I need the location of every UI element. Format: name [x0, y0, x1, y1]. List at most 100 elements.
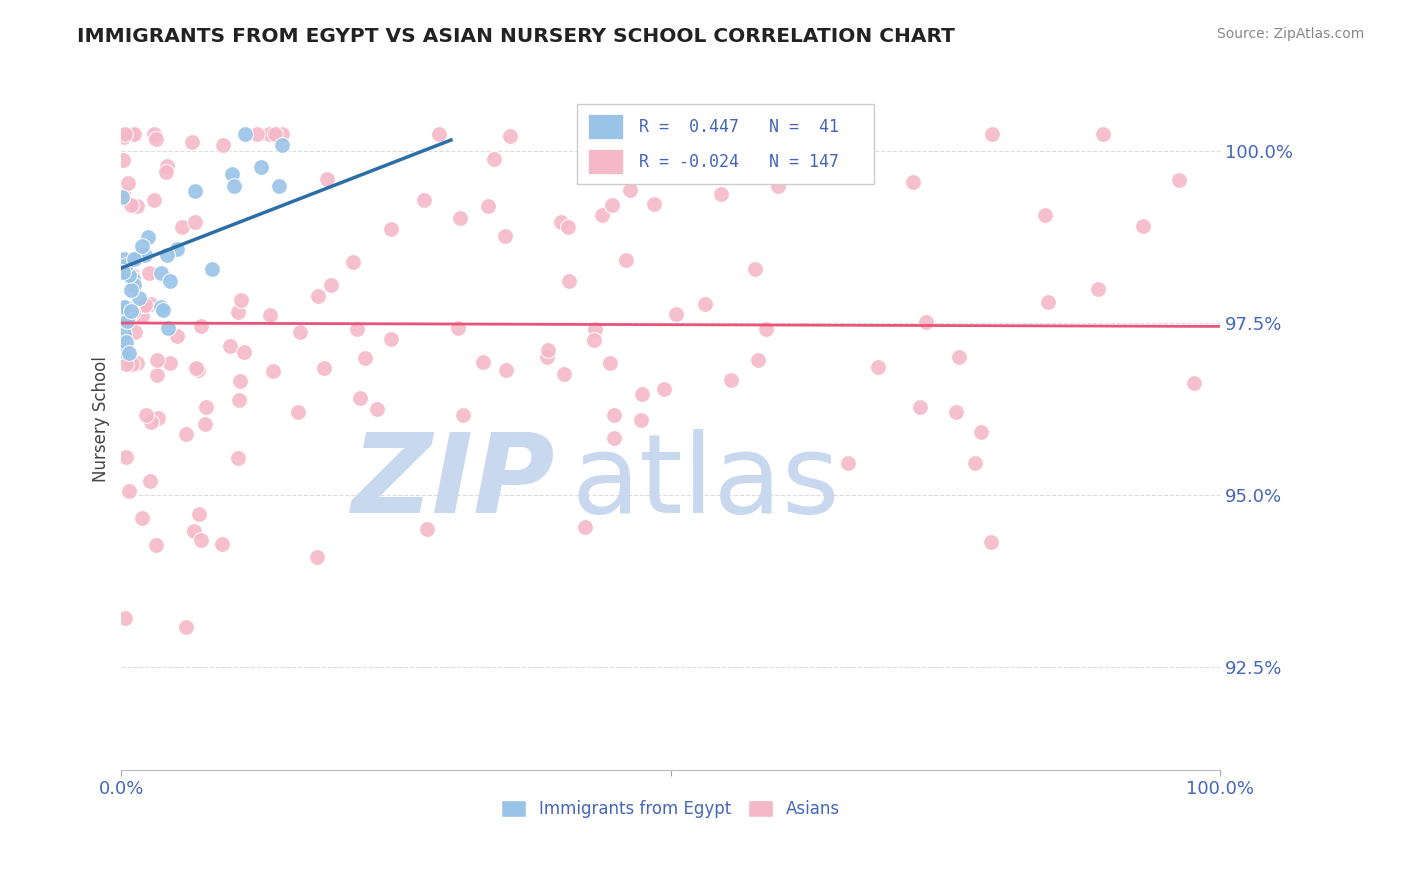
Y-axis label: Nursery School: Nursery School — [93, 356, 110, 483]
Point — [115, 258, 138, 272]
Point — [219, 339, 242, 353]
Point — [643, 196, 665, 211]
Point — [226, 305, 249, 319]
Point — [582, 333, 605, 347]
Point — [250, 161, 273, 175]
Bar — [588, 114, 623, 138]
Point — [837, 456, 859, 470]
Point — [194, 400, 217, 414]
Point — [1168, 173, 1191, 187]
Text: ZIP: ZIP — [352, 429, 555, 536]
Point — [120, 283, 142, 297]
Text: R =  0.447   N =  41: R = 0.447 N = 41 — [638, 118, 839, 136]
Point — [146, 411, 169, 425]
Point — [115, 300, 138, 314]
Point — [122, 271, 145, 285]
Point — [416, 522, 439, 536]
Point — [184, 215, 207, 229]
Point — [132, 298, 155, 312]
Point — [131, 510, 153, 524]
Point — [558, 273, 581, 287]
Point — [135, 409, 157, 423]
Point — [118, 268, 141, 282]
Point — [603, 409, 626, 423]
Point — [583, 321, 606, 335]
Point — [181, 136, 204, 150]
Point — [183, 184, 205, 198]
Point — [114, 357, 136, 371]
Point — [413, 194, 436, 208]
Point — [233, 345, 256, 359]
Point — [366, 402, 388, 417]
Point — [111, 333, 134, 347]
Point — [150, 266, 173, 280]
Point — [111, 153, 134, 168]
Point — [312, 360, 335, 375]
Point — [246, 127, 269, 141]
Legend: Immigrants from Egypt, Asians: Immigrants from Egypt, Asians — [494, 793, 846, 825]
Point — [495, 363, 517, 377]
Point — [159, 274, 181, 288]
Point — [211, 537, 233, 551]
Point — [631, 387, 654, 401]
Point — [710, 187, 733, 202]
Point — [122, 127, 145, 141]
Point — [112, 342, 135, 356]
Point — [229, 374, 252, 388]
Point — [866, 359, 889, 374]
Point — [1132, 219, 1154, 233]
Point — [315, 171, 337, 186]
Point — [138, 266, 160, 280]
Point — [117, 310, 139, 325]
Point — [155, 165, 177, 179]
Point — [134, 298, 156, 312]
Text: R = -0.024   N = 147: R = -0.024 N = 147 — [638, 153, 839, 170]
Point — [121, 127, 143, 141]
Point — [349, 391, 371, 405]
Point — [112, 344, 135, 359]
Point — [980, 534, 1002, 549]
Point — [112, 266, 135, 280]
Point — [114, 450, 136, 465]
Point — [321, 277, 343, 292]
Point — [262, 363, 284, 377]
Point — [720, 373, 742, 387]
Point — [122, 277, 145, 292]
Point — [170, 220, 193, 235]
Point — [766, 179, 789, 194]
Point — [537, 343, 560, 357]
Point — [354, 351, 377, 365]
Point — [115, 334, 138, 349]
Point — [114, 313, 136, 327]
Point — [112, 130, 135, 145]
Point — [287, 405, 309, 419]
Point — [190, 318, 212, 333]
Point — [380, 222, 402, 236]
Point — [111, 186, 134, 201]
Point — [652, 382, 675, 396]
Point — [112, 300, 135, 314]
Point — [115, 340, 138, 354]
Point — [111, 266, 134, 280]
Point — [117, 314, 139, 328]
Point — [599, 356, 621, 370]
Point — [143, 127, 166, 141]
Point — [380, 332, 402, 346]
Point — [451, 409, 474, 423]
Point — [112, 265, 135, 279]
Point — [1087, 282, 1109, 296]
Bar — [588, 149, 623, 174]
Point — [118, 346, 141, 360]
Point — [112, 326, 135, 341]
Point — [145, 132, 167, 146]
Point — [124, 326, 146, 340]
Point — [145, 353, 167, 368]
Point — [270, 127, 292, 141]
Point — [536, 350, 558, 364]
Point — [662, 147, 685, 161]
Point — [125, 356, 148, 370]
Point — [449, 211, 471, 225]
Point — [477, 199, 499, 213]
Point — [693, 297, 716, 311]
Point — [159, 356, 181, 370]
